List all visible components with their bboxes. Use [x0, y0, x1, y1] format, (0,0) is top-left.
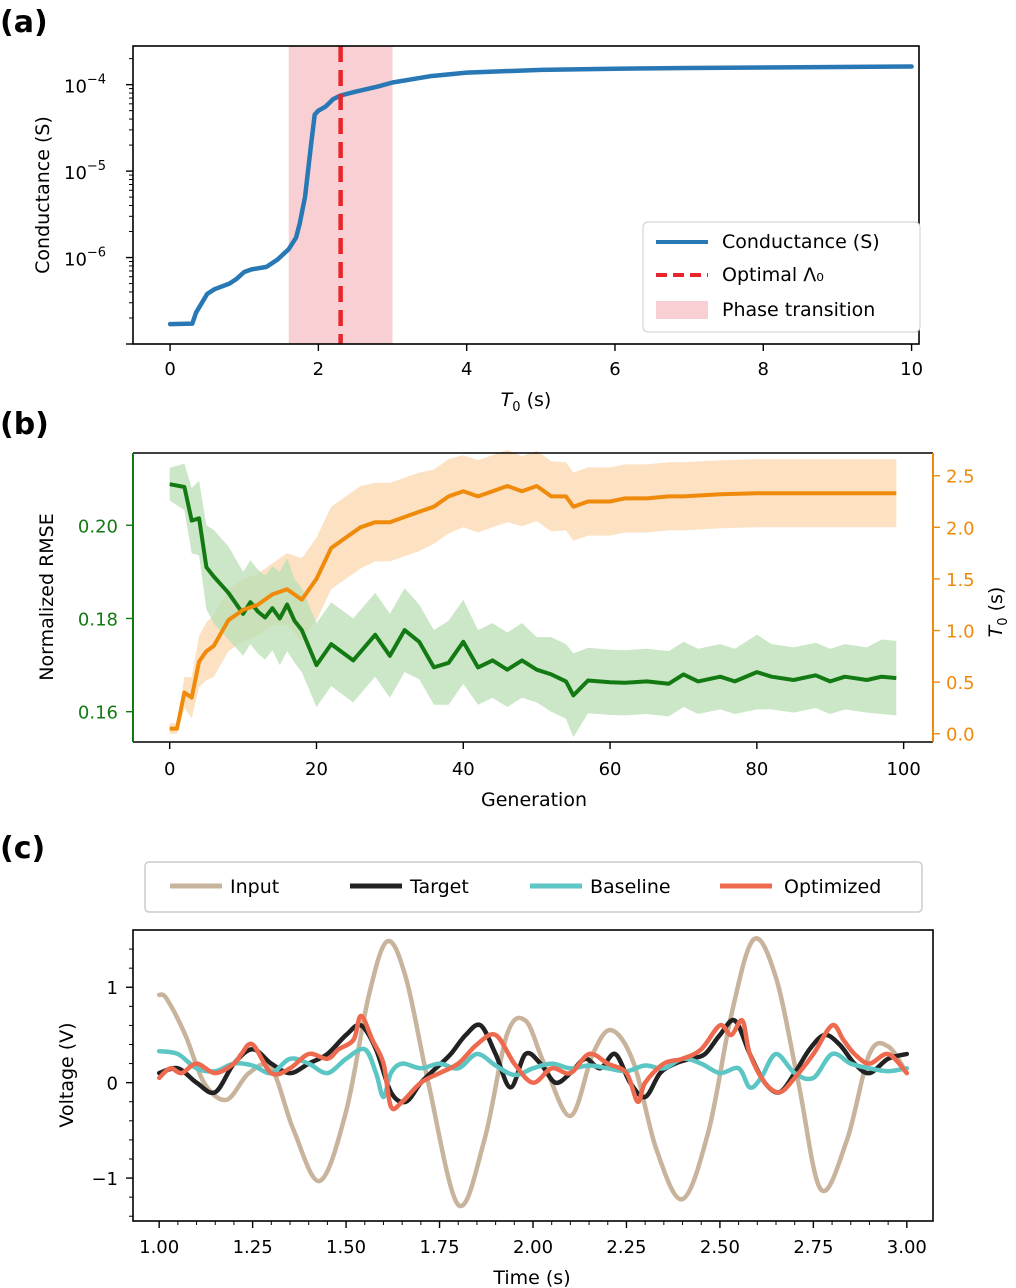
panel-a: (a) 0 2 4 6 8 10 10−6 10−5 10−4 T0 (s) Conducta…	[0, 5, 923, 415]
plot-a-x-ticks: 0 2 4 6 8 10	[164, 344, 923, 380]
optimized-line	[156, 1013, 910, 1112]
x-tick-label: 1.75	[420, 1237, 460, 1258]
panel-a-label: (a)	[0, 5, 48, 40]
plot-c-xlabel: Time (s)	[492, 1267, 570, 1288]
panel-c-label: (c)	[0, 831, 45, 866]
plot-c-y-ticks: −1 0 1	[91, 948, 133, 1217]
y-tick-label-right: 0.0	[946, 725, 975, 746]
legend-baseline-label: Baseline	[590, 876, 671, 898]
x-tick-label: 2	[313, 359, 324, 380]
y-tick-label-right: 2.5	[946, 467, 975, 488]
y-tick-label-right: 2.0	[946, 518, 975, 539]
x-tick-label: 0	[164, 759, 175, 780]
plot-b-left-ylabel: Normalized RMSE	[36, 513, 58, 680]
y-tick-label: 1	[107, 978, 118, 999]
x-tick-label: 100	[886, 759, 920, 780]
y-tick-label: −1	[91, 1169, 118, 1190]
legend-optimal-label: Optimal Λ₀	[722, 264, 824, 286]
plot-a-legend-box	[642, 221, 921, 333]
x-tick-label: 1.50	[326, 1237, 366, 1258]
panel-b: (b) 0 20 40 60 80 100 0.16 0.18 0.20 0.0 0.5 1.0 1…	[0, 407, 1011, 811]
x-tick-label: 1.00	[139, 1237, 179, 1258]
panel-c: (c) Input Target Baseline Optimized 1.00…	[0, 831, 934, 1288]
input-line	[156, 936, 910, 1209]
panel-b-label: (b)	[0, 407, 49, 442]
y-tick-label: 10−5	[64, 159, 106, 184]
plot-b-left-ticks: 0.16 0.18 0.20	[78, 516, 133, 724]
plot-b-bands	[169, 449, 897, 738]
legend-target-label: Target	[409, 876, 469, 898]
x-tick-label: 40	[452, 759, 475, 780]
x-tick-label: 8	[758, 359, 769, 380]
legend-phase-label: Phase transition	[722, 299, 875, 321]
plot-a-ylabel: Conductance (S)	[32, 116, 54, 274]
y-tick-label-right: 1.5	[946, 570, 975, 591]
x-tick-label: 3.00	[887, 1237, 927, 1258]
x-tick-label: 80	[745, 759, 768, 780]
legend-phase-swatch	[656, 301, 708, 319]
conductance-line	[167, 64, 914, 327]
conductance-series	[167, 64, 914, 327]
plot-b-right-ylabel: T0 (s)	[985, 587, 1011, 638]
y-tick-label-right: 0.5	[946, 673, 975, 694]
x-tick-label: 1.25	[233, 1237, 273, 1258]
plot-c-x-ticks: 1.00 1.25 1.50 1.75 2.00 2.25 2.50 2.75 3.00	[139, 1221, 927, 1258]
legend-conductance-label: Conductance (S)	[722, 231, 880, 253]
plot-b-x-ticks: 0 20 40 60 80 100	[164, 742, 921, 780]
t0-line	[169, 484, 897, 731]
y-tick-label: 0	[107, 1074, 118, 1095]
y-tick-label: 10−6	[64, 246, 106, 271]
y-tick-label-right: 1.0	[946, 622, 975, 643]
x-tick-label: 20	[305, 759, 328, 780]
legend-optimized-label: Optimized	[784, 876, 881, 898]
plot-c-legend: Input Target Baseline Optimized	[144, 861, 923, 913]
x-tick-label: 2.00	[513, 1237, 553, 1258]
x-tick-label: 10	[900, 359, 923, 380]
x-tick-label: 4	[461, 359, 472, 380]
x-tick-label: 2.75	[793, 1237, 833, 1258]
t0-band	[169, 449, 897, 734]
y-tick-label-left: 0.18	[78, 609, 118, 630]
x-tick-label: 0	[164, 359, 175, 380]
x-tick-label: 60	[599, 759, 622, 780]
x-tick-label: 2.50	[700, 1237, 740, 1258]
plot-c-ylabel: Voltage (V)	[56, 1022, 78, 1127]
plot-b-series	[169, 482, 897, 731]
y-tick-label-left: 0.20	[78, 516, 118, 537]
rmse-band	[169, 463, 897, 738]
x-tick-label: 6	[609, 359, 620, 380]
legend-input-label: Input	[230, 876, 279, 898]
plot-b-xlabel: Generation	[481, 789, 587, 811]
y-tick-label-left: 0.16	[78, 703, 118, 724]
plot-a-xlabel: T0 (s)	[501, 389, 552, 415]
plot-b-right-ticks: 0.0 0.5 1.0 1.5 2.0 2.5	[933, 467, 975, 746]
plot-a-frame	[132, 45, 920, 345]
plot-a-legend: Conductance (S) Optimal Λ₀ Phase transit…	[642, 221, 921, 333]
plot-c-series	[156, 936, 910, 1209]
plot-a-y-ticks: 10−6 10−5 10−4	[64, 58, 133, 345]
x-tick-label: 2.25	[606, 1237, 646, 1258]
y-tick-label: 10−4	[64, 73, 106, 98]
